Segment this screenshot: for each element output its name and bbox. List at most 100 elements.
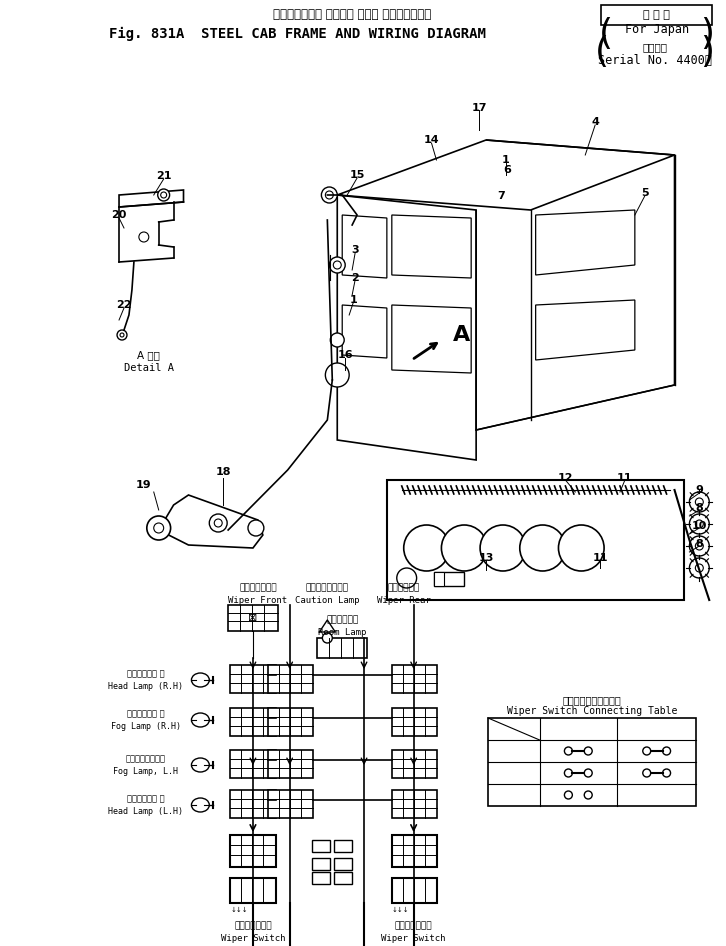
Text: 8: 8 bbox=[696, 503, 703, 513]
Bar bbox=[268, 665, 314, 693]
Text: 4: 4 bbox=[591, 117, 599, 127]
Text: Wiper Rear: Wiper Rear bbox=[377, 595, 431, 604]
Circle shape bbox=[120, 333, 124, 337]
Text: ワイパスイッチ: ワイパスイッチ bbox=[234, 921, 272, 931]
Bar bbox=[312, 840, 330, 852]
Circle shape bbox=[480, 525, 526, 571]
Bar bbox=[334, 872, 352, 884]
Bar bbox=[434, 572, 464, 586]
Bar bbox=[392, 708, 438, 736]
Text: Wiper Front: Wiper Front bbox=[229, 595, 287, 604]
Circle shape bbox=[209, 514, 227, 532]
Circle shape bbox=[158, 189, 170, 201]
Circle shape bbox=[520, 525, 566, 571]
Text: Detail A: Detail A bbox=[124, 363, 174, 373]
Bar bbox=[392, 878, 438, 903]
Text: ): ) bbox=[700, 35, 714, 69]
Text: ⊠: ⊠ bbox=[248, 613, 258, 623]
Bar bbox=[268, 790, 314, 818]
Text: 18: 18 bbox=[216, 467, 231, 477]
Text: 7: 7 bbox=[497, 191, 505, 201]
Text: ヘッドランプ 左: ヘッドランプ 左 bbox=[127, 795, 165, 803]
Text: 9: 9 bbox=[696, 485, 703, 495]
Text: Wiper Switch Connecting Table: Wiper Switch Connecting Table bbox=[507, 706, 677, 716]
Circle shape bbox=[160, 192, 167, 198]
Circle shape bbox=[325, 191, 333, 199]
Text: Fog Lamp, L.H: Fog Lamp, L.H bbox=[113, 766, 179, 776]
Text: 12: 12 bbox=[558, 473, 573, 483]
Circle shape bbox=[690, 514, 709, 534]
Bar bbox=[434, 572, 444, 586]
Text: 6: 6 bbox=[503, 165, 511, 175]
Bar bbox=[317, 638, 367, 658]
Text: 20: 20 bbox=[111, 210, 127, 220]
Circle shape bbox=[564, 747, 572, 755]
Text: 22: 22 bbox=[116, 300, 131, 310]
Circle shape bbox=[248, 520, 264, 536]
Text: 13: 13 bbox=[478, 553, 494, 563]
Circle shape bbox=[643, 769, 650, 777]
Text: 15: 15 bbox=[349, 170, 364, 180]
Circle shape bbox=[663, 769, 671, 777]
Bar bbox=[392, 790, 438, 818]
Circle shape bbox=[154, 523, 163, 533]
Circle shape bbox=[333, 261, 341, 269]
Text: Wiper Switch: Wiper Switch bbox=[381, 934, 446, 942]
Circle shape bbox=[397, 568, 417, 588]
Ellipse shape bbox=[192, 673, 209, 687]
Circle shape bbox=[330, 333, 344, 347]
Circle shape bbox=[696, 498, 703, 506]
Text: ワイパフロント: ワイパフロント bbox=[239, 584, 277, 592]
Circle shape bbox=[584, 747, 592, 755]
Text: ワイパリヤー: ワイパリヤー bbox=[388, 584, 420, 592]
Text: ヘッドランプ 右: ヘッドランプ 右 bbox=[127, 670, 165, 678]
Bar bbox=[312, 872, 330, 884]
Circle shape bbox=[147, 516, 171, 540]
Circle shape bbox=[325, 363, 349, 387]
Ellipse shape bbox=[192, 758, 209, 772]
Text: ルームランプ: ルームランプ bbox=[326, 616, 359, 624]
Circle shape bbox=[117, 330, 127, 340]
Text: 1: 1 bbox=[502, 155, 510, 165]
Circle shape bbox=[690, 558, 709, 578]
Circle shape bbox=[441, 525, 487, 571]
Circle shape bbox=[404, 525, 449, 571]
Text: Fig. 831A  STEEL CAB FRAME AND WIRING DIAGRAM: Fig. 831A STEEL CAB FRAME AND WIRING DIA… bbox=[109, 26, 486, 41]
Text: 19: 19 bbox=[136, 480, 152, 490]
Bar bbox=[228, 605, 278, 631]
Text: 3: 3 bbox=[351, 245, 359, 255]
Circle shape bbox=[584, 769, 592, 777]
Bar bbox=[268, 750, 314, 778]
Circle shape bbox=[330, 257, 345, 273]
Circle shape bbox=[584, 791, 592, 799]
Text: For Japan: For Japan bbox=[624, 23, 689, 36]
Text: 2: 2 bbox=[351, 273, 359, 283]
Bar bbox=[334, 840, 352, 852]
Text: Serial No. 4400～: Serial No. 4400～ bbox=[597, 54, 711, 66]
Circle shape bbox=[690, 492, 709, 512]
Bar bbox=[392, 835, 438, 867]
Text: Wiper Switch: Wiper Switch bbox=[221, 934, 285, 942]
Text: Head Lamp (R.H): Head Lamp (R.H) bbox=[108, 681, 184, 691]
Circle shape bbox=[690, 536, 709, 556]
Ellipse shape bbox=[192, 798, 209, 812]
Bar bbox=[230, 790, 276, 818]
Text: 16: 16 bbox=[338, 350, 353, 360]
Text: コーションランプ: コーションランプ bbox=[306, 584, 348, 592]
Circle shape bbox=[564, 769, 572, 777]
Text: Caution Lamp: Caution Lamp bbox=[295, 595, 359, 604]
Text: A: A bbox=[452, 325, 470, 345]
Bar bbox=[387, 480, 685, 600]
Bar bbox=[230, 708, 276, 736]
Circle shape bbox=[139, 232, 149, 242]
Text: フォグランプ 右: フォグランプ 右 bbox=[127, 710, 165, 719]
Text: Fog Lamp (R.H): Fog Lamp (R.H) bbox=[111, 722, 181, 730]
Text: ワイパスイッチ接続表: ワイパスイッチ接続表 bbox=[563, 695, 621, 705]
Circle shape bbox=[214, 519, 222, 527]
Text: スチールキャブ フレーム および 配　　線　　図: スチールキャブ フレーム および 配 線 図 bbox=[273, 8, 431, 21]
Bar bbox=[488, 718, 696, 806]
Bar bbox=[392, 750, 438, 778]
Ellipse shape bbox=[192, 713, 209, 727]
Text: ↓↓↓: ↓↓↓ bbox=[230, 907, 248, 913]
Circle shape bbox=[322, 187, 338, 203]
